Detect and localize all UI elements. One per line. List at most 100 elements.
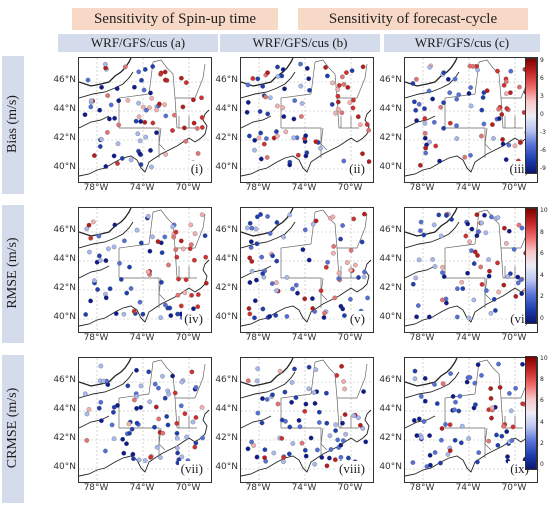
station-marker <box>467 239 472 245</box>
station-marker <box>419 435 424 441</box>
station-marker <box>111 409 116 415</box>
station-marker <box>158 315 164 321</box>
station-marker <box>119 156 125 161</box>
station-marker <box>187 246 193 252</box>
station-marker <box>303 133 309 139</box>
station-marker <box>313 218 319 224</box>
station-marker <box>427 64 433 70</box>
state-boundary <box>314 359 340 429</box>
station-marker <box>260 396 265 401</box>
colorbar: 10 8 6 4 2 0 <box>525 207 548 324</box>
station-marker <box>517 140 523 145</box>
station-marker <box>142 67 148 72</box>
station-marker <box>247 255 253 261</box>
station-marker <box>340 420 345 426</box>
station-marker <box>287 162 293 168</box>
station-marker <box>346 455 351 461</box>
station-marker <box>358 122 363 128</box>
station-marker <box>416 257 422 263</box>
colorbar-tick-label: 9 <box>540 57 544 64</box>
station-marker <box>431 222 437 228</box>
station-marker <box>148 148 153 153</box>
station-marker <box>466 315 472 321</box>
station-marker <box>479 373 484 378</box>
station-marker <box>173 247 179 252</box>
station-marker <box>333 110 338 116</box>
colorbar-tick-label: 0 <box>540 461 544 468</box>
state-boundary <box>445 277 486 308</box>
station-marker <box>410 81 416 86</box>
state-boundary <box>152 359 178 429</box>
station-marker <box>487 268 492 274</box>
station-marker <box>103 258 109 263</box>
station-marker <box>260 83 266 89</box>
latitude-label: 44°N <box>215 104 238 114</box>
station-marker <box>516 222 522 228</box>
station-marker <box>454 136 460 141</box>
panel-label: (ii) <box>347 161 367 177</box>
station-marker <box>297 424 303 430</box>
station-marker <box>447 120 453 126</box>
station-marker <box>472 249 478 255</box>
station-marker <box>360 64 366 70</box>
station-marker <box>157 101 162 107</box>
station-marker <box>178 403 184 409</box>
station-marker <box>466 91 472 96</box>
station-marker <box>459 279 465 285</box>
station-marker <box>274 220 280 225</box>
station-marker <box>306 364 312 370</box>
station-marker <box>168 313 174 318</box>
station-marker <box>138 119 144 124</box>
station-marker <box>486 273 492 279</box>
station-marker <box>254 241 260 247</box>
station-marker <box>121 450 127 456</box>
station-marker <box>105 130 110 135</box>
station-marker <box>82 112 88 118</box>
station-marker <box>188 222 194 228</box>
station-marker <box>364 122 370 127</box>
station-marker <box>488 396 494 401</box>
state-boundary <box>314 209 340 279</box>
station-marker <box>174 435 180 441</box>
station-marker <box>247 311 253 317</box>
station-marker <box>138 162 144 167</box>
station-marker <box>481 121 487 127</box>
station-marker <box>134 406 139 411</box>
station-marker <box>182 290 188 296</box>
row-label-rmse: RMSE (m/s) <box>5 237 20 309</box>
station-marker <box>103 295 109 301</box>
station-marker <box>194 126 200 131</box>
station-marker <box>361 274 367 280</box>
state-boundary <box>152 209 178 279</box>
station-marker <box>143 107 149 113</box>
station-marker <box>281 234 286 240</box>
station-marker <box>467 375 473 380</box>
latitude-label: 42°N <box>379 133 402 143</box>
state-boundary <box>281 427 322 458</box>
state-boundary <box>178 266 190 278</box>
station-marker <box>418 162 423 168</box>
station-marker <box>476 229 481 234</box>
station-marker <box>280 67 286 72</box>
column-header-a: WRF/GFS/cus (a) <box>58 34 218 52</box>
station-marker <box>88 298 93 304</box>
station-marker <box>519 225 525 231</box>
station-marker <box>432 382 437 387</box>
panel-label: (v) <box>347 311 367 327</box>
station-marker <box>289 380 295 385</box>
station-marker <box>107 286 113 292</box>
station-marker <box>475 459 480 465</box>
station-marker <box>191 97 196 103</box>
lake-shore <box>79 115 110 129</box>
station-marker <box>335 87 341 92</box>
station-marker <box>484 288 489 293</box>
state-boundary <box>175 63 206 99</box>
map-panel-1-2: (ii) <box>240 57 374 183</box>
station-marker <box>283 129 289 135</box>
station-marker <box>258 130 264 136</box>
state-boundary <box>340 116 352 128</box>
latitude-label: 40°N <box>215 162 238 172</box>
station-marker <box>192 257 197 263</box>
station-marker <box>280 105 286 111</box>
station-marker <box>199 405 205 410</box>
